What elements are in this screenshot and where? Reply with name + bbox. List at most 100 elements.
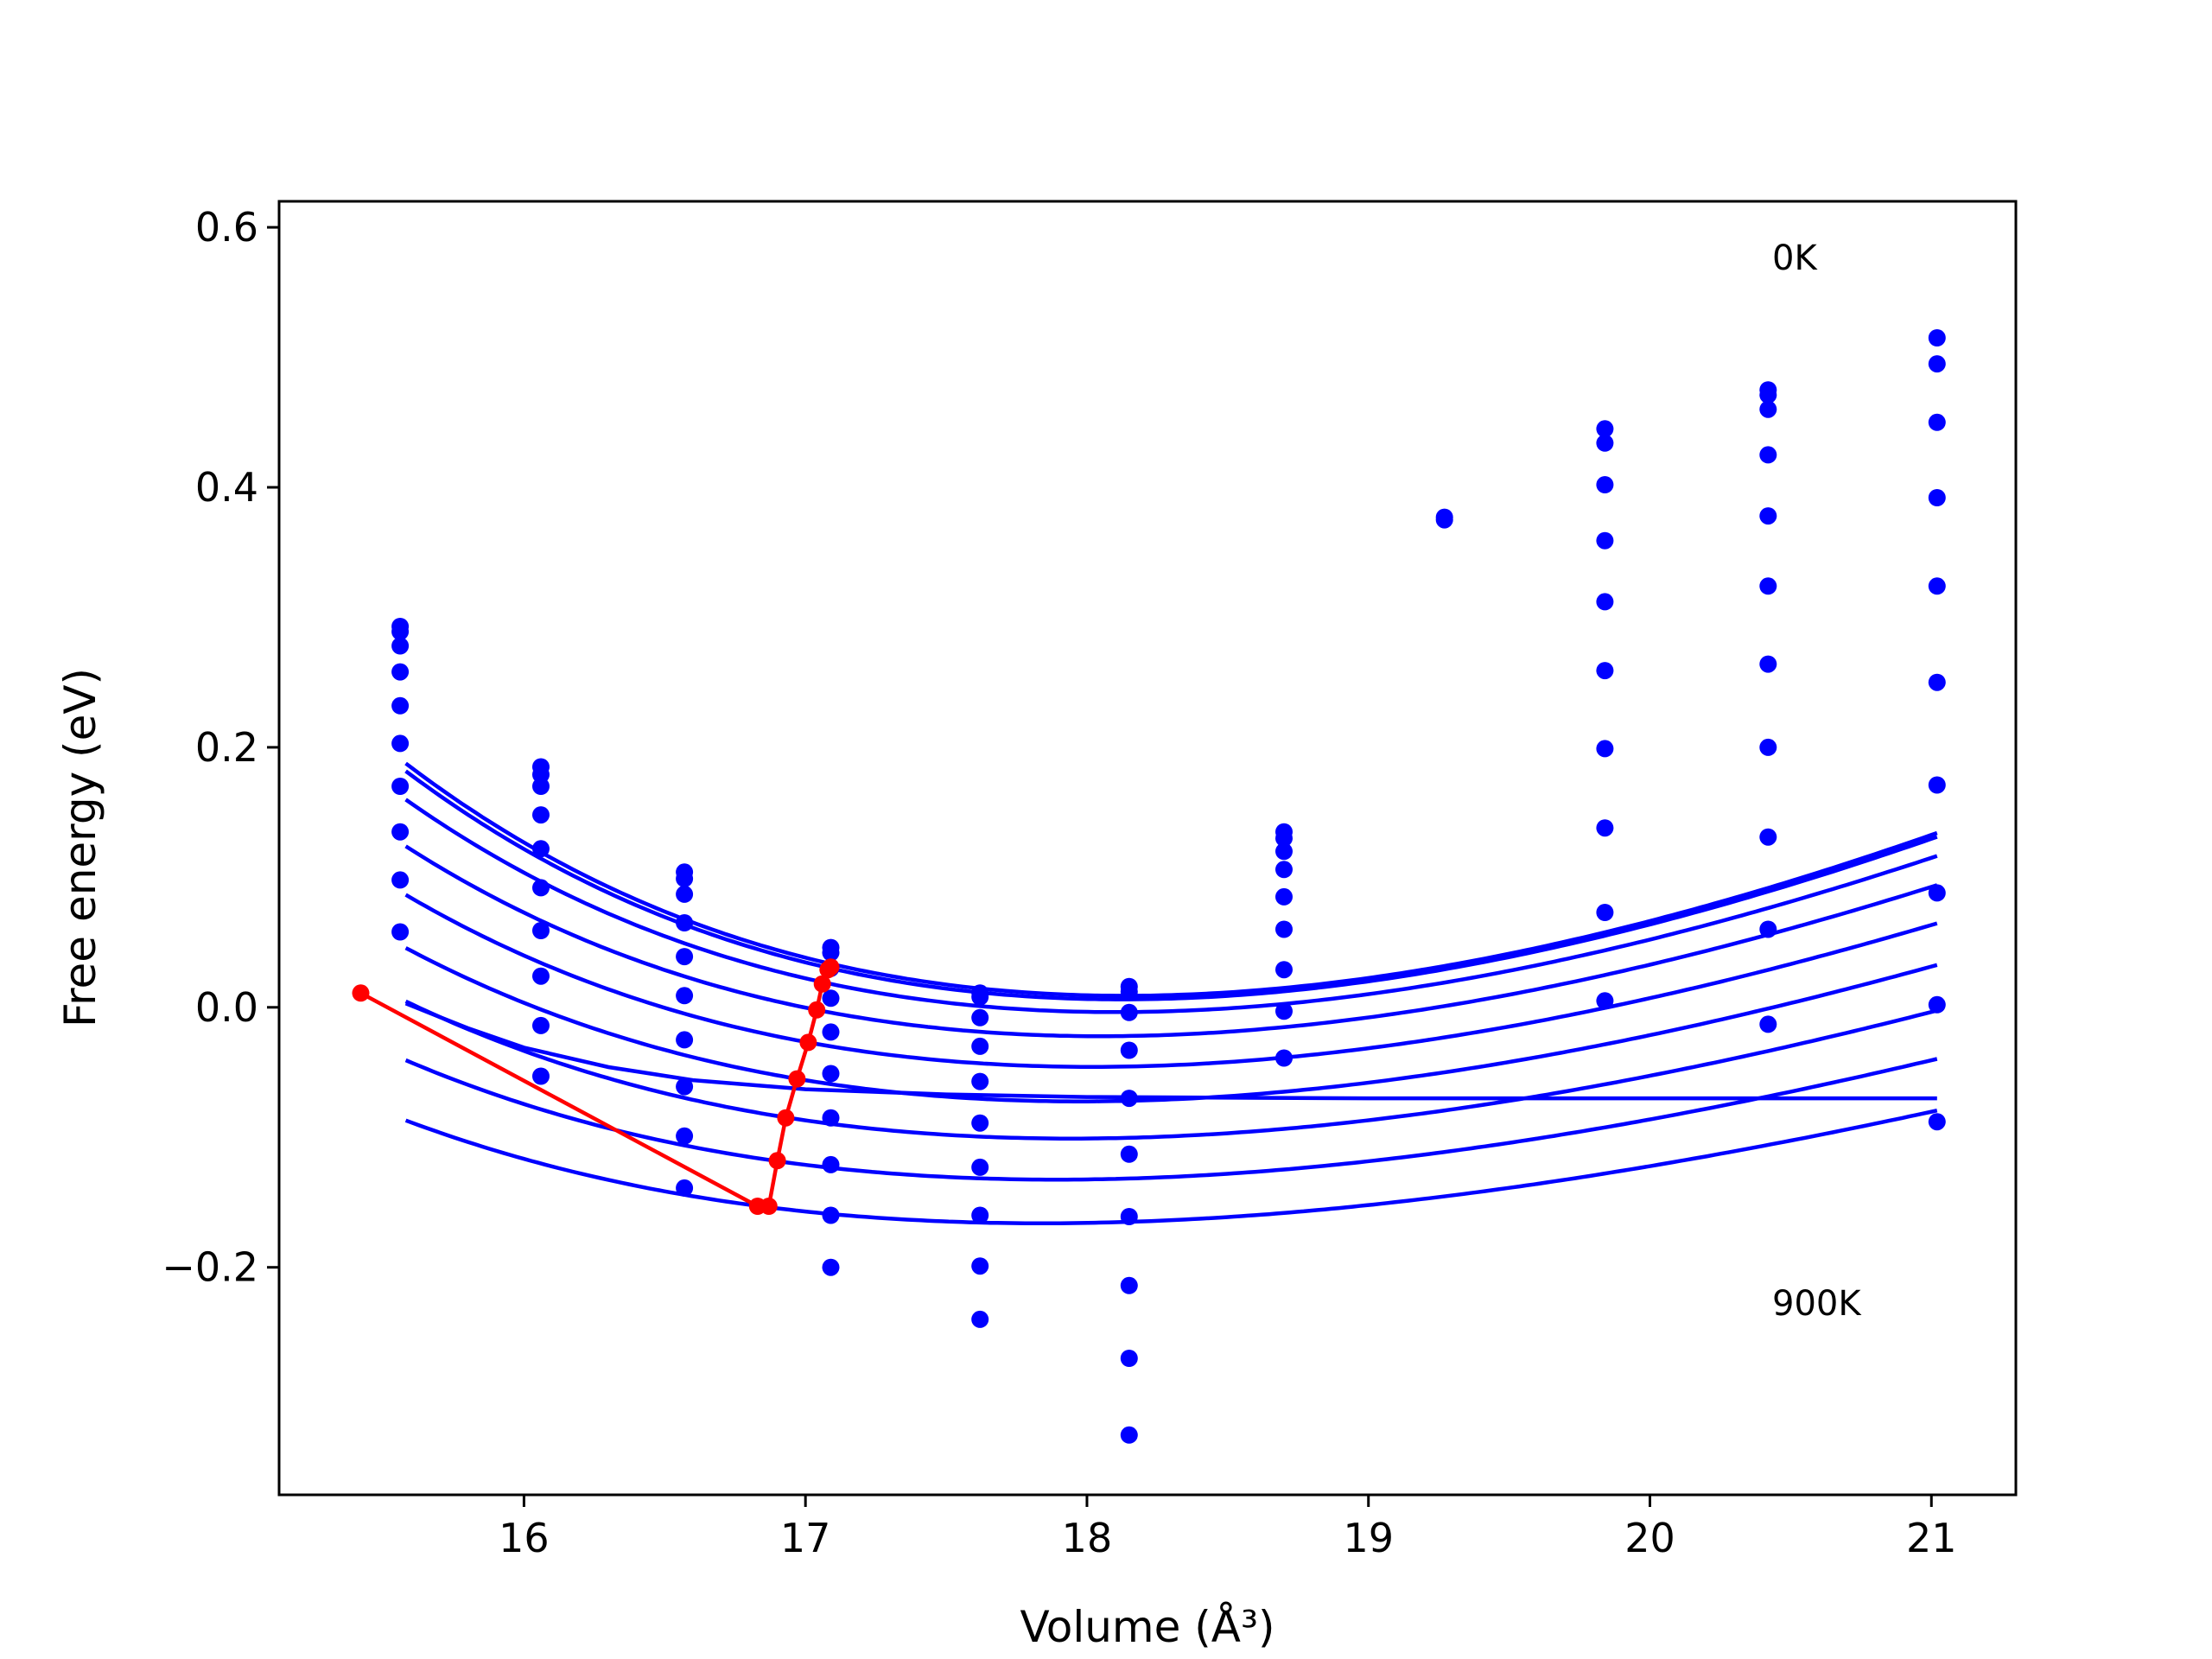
data-point-2-2 (676, 885, 694, 903)
data-point-0-8 (391, 871, 410, 889)
y-tick-label: 0.4 (195, 464, 258, 511)
data-point-8-2 (1596, 476, 1614, 493)
fit-curve-2 (404, 769, 1938, 1001)
data-point-1-4 (532, 840, 550, 858)
data-point-9-8 (1759, 828, 1777, 846)
x-tick-label: 21 (1906, 1515, 1957, 1561)
data-point-10-2 (1928, 413, 1946, 431)
data-point-0-7 (391, 823, 410, 841)
fit-curve-5 (404, 893, 1938, 1069)
data-point-6-4 (1275, 887, 1293, 906)
data-point-10-6 (1928, 776, 1946, 794)
data-point-1-9 (532, 1067, 550, 1085)
y-tick-label: 0.0 (195, 984, 258, 1031)
data-point-9-7 (1759, 738, 1777, 756)
x-tick-label: 20 (1624, 1515, 1675, 1561)
data-point-2-3 (676, 914, 694, 931)
plot-frame (277, 200, 2018, 1497)
data-point-10-3 (1928, 489, 1946, 506)
data-point-3-5 (822, 1065, 840, 1083)
data-point-8-3 (1596, 531, 1614, 550)
data-point-9-10 (1759, 1015, 1777, 1033)
data-point-3-9 (822, 1258, 840, 1276)
data-point-3-1 (822, 944, 840, 962)
data-point-2-5 (676, 987, 694, 1005)
fit-curve-9 (404, 1109, 1938, 1225)
y-axis: −0.2 0.0 0.2 0.4 0.6 (162, 204, 279, 1291)
data-point-5-3 (1120, 1041, 1138, 1059)
data-point-2-9 (676, 1179, 694, 1197)
data-point-5-4 (1120, 1090, 1138, 1108)
y-tick-label: 0.2 (195, 724, 258, 771)
data-point-7-1 (1435, 511, 1453, 529)
data-point-2-7 (676, 1077, 694, 1096)
data-point-3-7 (822, 1155, 840, 1173)
data-point-8-6 (1596, 740, 1614, 758)
flat-curve (404, 1001, 1937, 1101)
data-point-0-9 (391, 923, 410, 941)
data-point-6-6 (1275, 961, 1293, 979)
data-point-1-3 (532, 806, 550, 824)
data-point-5-1 (1120, 982, 1138, 1001)
y-tick-label: 0.6 (195, 204, 258, 251)
data-point-3-3 (822, 989, 840, 1007)
fit-curve-1 (404, 761, 1938, 998)
data-point-0-4 (391, 696, 410, 715)
data-point-1-7 (532, 967, 550, 985)
fit-curve-3 (404, 798, 1938, 1014)
fit-curve-6 (404, 946, 1938, 1103)
data-point-9-5 (1759, 577, 1777, 595)
data-point-8-1 (1596, 434, 1614, 452)
data-point-0-2 (391, 637, 410, 655)
data-point-10-1 (1928, 355, 1946, 373)
data-point-6-5 (1275, 920, 1293, 938)
data-point-1-8 (532, 1016, 550, 1034)
x-axis: 16 17 18 19 20 21 (499, 1495, 1957, 1561)
fit-curve-4 (404, 844, 1938, 1039)
data-point-9-4 (1759, 507, 1777, 525)
minima-point-6 (777, 1109, 795, 1127)
plot-area (352, 329, 1946, 1444)
data-point-9-9 (1759, 920, 1777, 938)
data-point-8-8 (1596, 904, 1614, 921)
data-point-6-3 (1275, 861, 1293, 879)
data-point-4-8 (971, 1257, 989, 1275)
annotation-900k: 900K (1772, 1284, 1862, 1324)
minima-point-4 (799, 1033, 817, 1052)
data-point-9-2 (1759, 400, 1777, 418)
data-point-8-9 (1596, 992, 1614, 1010)
data-point-8-5 (1596, 662, 1614, 680)
minima-point-2 (813, 975, 831, 993)
y-axis-label: Free energy (eV) (55, 668, 105, 1027)
data-point-9-1 (1759, 386, 1777, 404)
x-tick-label: 16 (499, 1515, 550, 1561)
data-point-8-4 (1596, 593, 1614, 611)
data-point-0-6 (391, 778, 410, 795)
data-point-3-6 (822, 1109, 840, 1127)
data-point-2-6 (676, 1031, 694, 1049)
data-point-3-4 (822, 1023, 840, 1041)
data-point-10-7 (1928, 884, 1946, 902)
data-point-6-7 (1275, 1002, 1293, 1020)
data-point-4-7 (971, 1206, 989, 1224)
data-point-2-8 (676, 1127, 694, 1145)
minima-point-7 (768, 1152, 786, 1170)
data-point-4-5 (971, 1114, 989, 1132)
data-point-1-5 (532, 879, 550, 897)
minima-point-3 (808, 1001, 826, 1019)
data-point-8-7 (1596, 819, 1614, 837)
minima-point-9 (748, 1198, 766, 1215)
data-point-10-8 (1928, 995, 1946, 1014)
data-point-4-3 (971, 1037, 989, 1055)
data-point-8-0 (1596, 420, 1614, 438)
x-tick-label: 17 (780, 1515, 831, 1561)
data-point-4-1 (971, 988, 989, 1006)
data-point-5-6 (1120, 1208, 1138, 1225)
minima-point-5 (788, 1070, 806, 1088)
data-point-9-6 (1759, 655, 1777, 673)
minima-point-10 (352, 984, 370, 1002)
fit-curve-8 (404, 1057, 1938, 1182)
data-point-5-5 (1120, 1145, 1138, 1163)
data-point-4-2 (971, 1008, 989, 1027)
